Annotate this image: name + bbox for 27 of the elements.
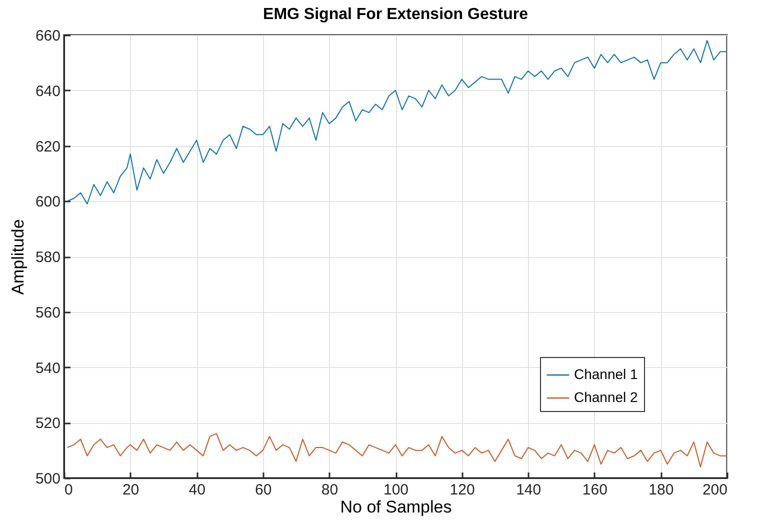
y-tick-label: 560 [35, 304, 60, 322]
x-tick-label: 0 [64, 482, 73, 498]
chart-title: EMG Signal For Extension Gesture [263, 6, 528, 23]
y-tick-label: 640 [35, 82, 60, 100]
x-tick-label: 100 [383, 482, 409, 498]
x-tick-label: 200 [702, 482, 728, 498]
line-series [66, 433, 728, 468]
y-tick-label: 620 [35, 138, 60, 156]
y-tick-label: 600 [35, 194, 60, 211]
y-tick-label: 580 [35, 249, 60, 266]
y-tick-label: 540 [35, 360, 60, 377]
line-series [66, 40, 728, 204]
x-tick-label: 140 [516, 482, 542, 498]
y-tick-label: 500 [35, 470, 60, 488]
x-tick-label: 120 [450, 482, 475, 498]
y-axis-title: Amplitude [8, 219, 28, 295]
x-tick-label: 180 [648, 482, 674, 498]
x-axis-title: No of Samples [340, 498, 452, 516]
x-tick-label: 160 [582, 482, 608, 498]
x-tick-label: 40 [188, 482, 206, 498]
legend-label: Channel 2 [574, 389, 638, 405]
y-tick-label: 520 [35, 415, 60, 432]
legend-label: Channel 1 [574, 366, 638, 382]
y-tick-label: 660 [35, 28, 60, 44]
x-tick-label: 60 [255, 482, 272, 498]
x-tick-label: 20 [122, 482, 140, 498]
x-tick-label: 80 [321, 482, 338, 498]
